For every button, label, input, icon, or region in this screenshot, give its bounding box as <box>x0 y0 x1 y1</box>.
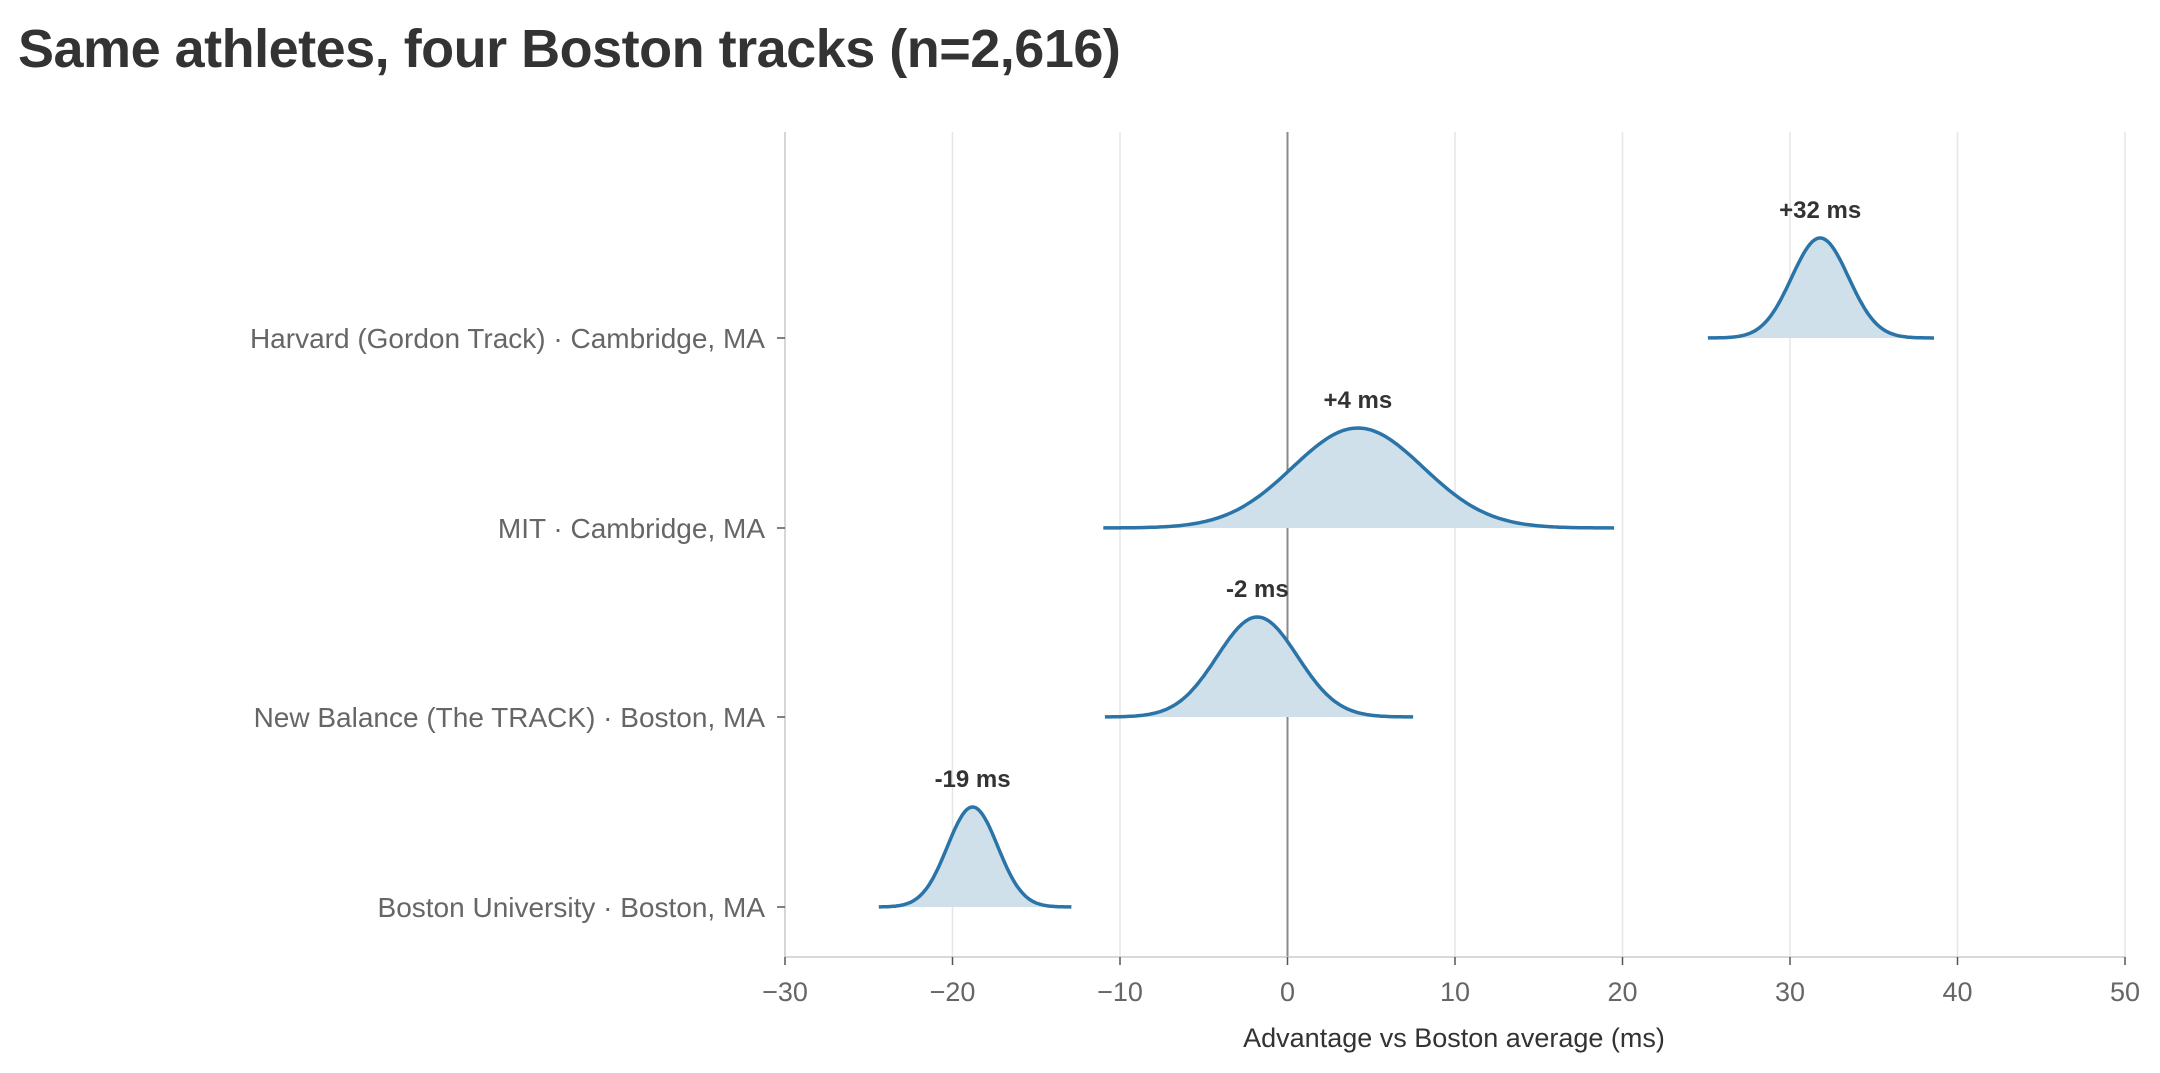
density-area-0 <box>1707 238 1934 338</box>
density-area-1 <box>1103 428 1615 528</box>
x-tick-label: 40 <box>1942 977 1972 1007</box>
density-line-2 <box>1104 615 1414 719</box>
category-label: New Balance (The TRACK) · Boston, MA <box>254 702 766 733</box>
x-tick-label: −10 <box>1097 977 1143 1007</box>
x-tick-label: −30 <box>762 977 808 1007</box>
x-tick-label: 10 <box>1440 977 1470 1007</box>
mean-label: +32 ms <box>1779 197 1861 224</box>
x-tick-label: 50 <box>2110 977 2140 1007</box>
mean-label: -19 ms <box>935 766 1011 793</box>
density-line-3 <box>878 805 1072 909</box>
density-area-3 <box>878 807 1072 907</box>
category-label: MIT · Cambridge, MA <box>498 513 765 544</box>
chart-title: Same athletes, four Boston tracks (n=2,6… <box>18 19 1121 79</box>
x-tick-label: −20 <box>930 977 976 1007</box>
category-label: Boston University · Boston, MA <box>378 892 766 923</box>
x-tick-label: 30 <box>1775 977 1805 1007</box>
density-line-1 <box>1103 426 1615 530</box>
mean-label: +4 ms <box>1323 387 1392 414</box>
density-area-2 <box>1104 617 1414 717</box>
mean-label: -2 ms <box>1226 576 1289 603</box>
category-label: Harvard (Gordon Track) · Cambridge, MA <box>250 323 765 354</box>
x-tick-label: 20 <box>1607 977 1637 1007</box>
x-axis-title: Advantage vs Boston average (ms) <box>1243 1023 1665 1053</box>
x-tick-label: 0 <box>1280 977 1295 1007</box>
density-line-0 <box>1707 236 1935 340</box>
